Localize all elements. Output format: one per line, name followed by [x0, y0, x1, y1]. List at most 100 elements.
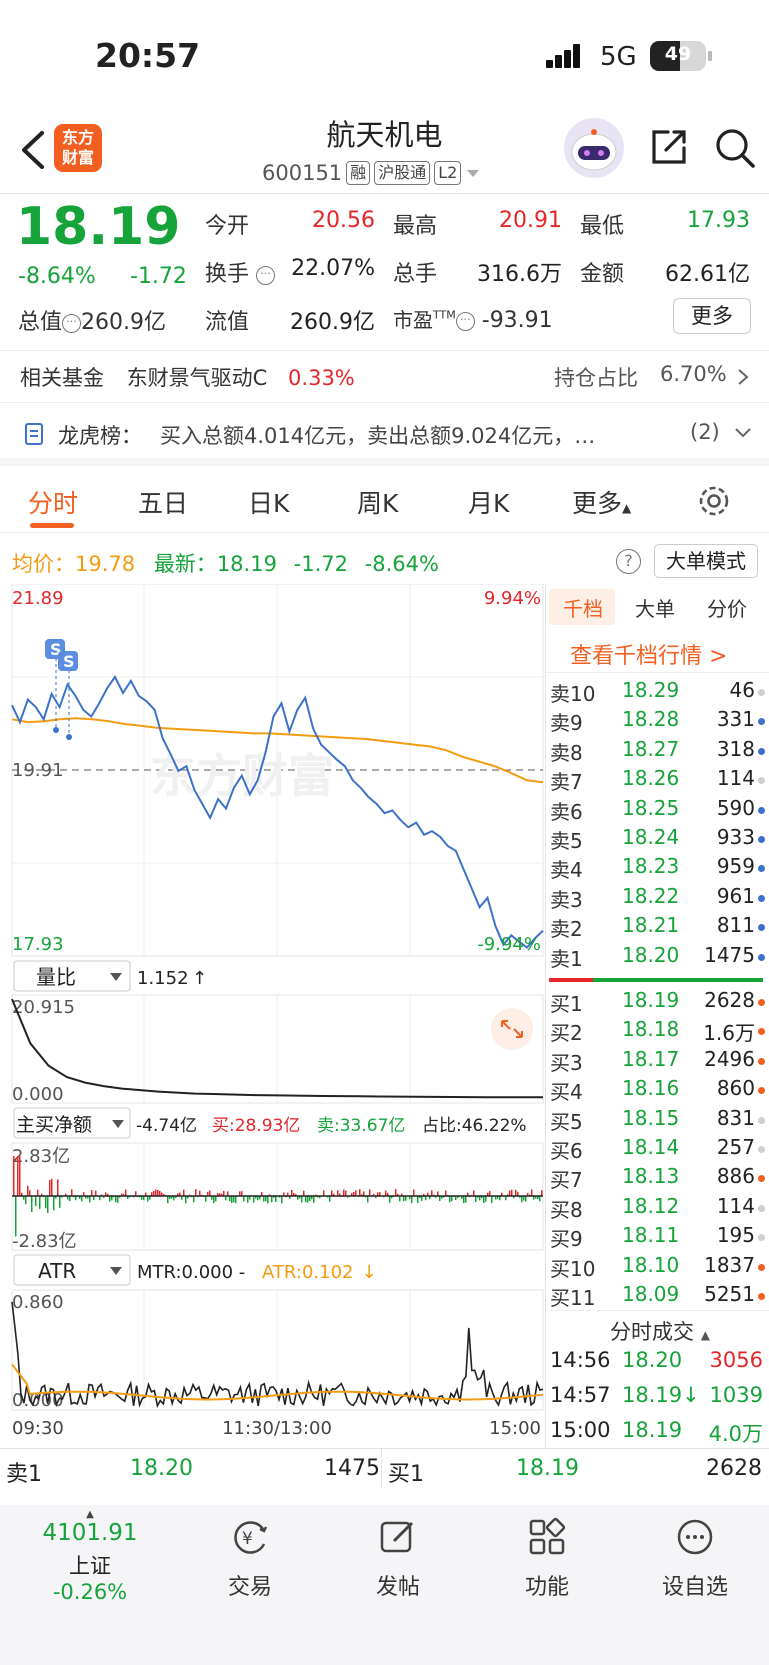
dragon-tiger-row[interactable]: 龙虎榜： 买入总额4.014亿元，卖出总额9.024亿元，… (2)	[20, 420, 755, 450]
more-button[interactable]: 更多	[673, 298, 751, 334]
nav-index-quote[interactable]: ▲ 4101.91 上证 -0.26%	[30, 1505, 150, 1604]
expand-icon[interactable]	[491, 1008, 533, 1050]
orderbook-row[interactable]: 买5 18.15 831	[550, 1106, 765, 1135]
net-buy-bar	[411, 1196, 413, 1204]
net-buy-bar	[465, 1196, 467, 1203]
x-mid-label: 11:30/13:00	[222, 1418, 332, 1439]
net-buy-bar	[195, 1189, 197, 1197]
avg-price-row: 均价：19.78 最新：18.19 -1.72 -8.64%	[12, 552, 439, 576]
net-buy-bar	[199, 1190, 201, 1197]
chevron-down-icon	[735, 428, 751, 438]
tab-monthly-k[interactable]: 月K	[468, 489, 510, 518]
net-buy-bar	[311, 1196, 313, 1200]
net-buy-bar	[489, 1191, 491, 1197]
orderbook-row[interactable]: 买7 18.13 886	[550, 1164, 765, 1193]
net-buy-bar	[217, 1193, 219, 1197]
stock-code-row[interactable]: 600151 融 沪股通 L2	[262, 158, 481, 188]
tab-price-distribution[interactable]: 分价	[707, 597, 747, 621]
net-buy-bar	[79, 1196, 81, 1199]
level-price: 18.11	[622, 1223, 680, 1248]
net-buy-bar	[275, 1196, 277, 1202]
help-icon[interactable]: ?	[616, 549, 641, 574]
net-buy-bar	[107, 1193, 109, 1197]
orderbook-row[interactable]: 买10 18.10 1837	[550, 1253, 765, 1282]
net-buy-bar	[143, 1196, 145, 1201]
big-order-mode-button[interactable]: 大单模式	[654, 544, 758, 578]
orderbook-row[interactable]: 卖1 18.20 1475	[550, 943, 765, 972]
level-volume: 1837	[704, 1252, 755, 1277]
volume-ratio-selector[interactable]	[13, 960, 131, 992]
orderbook-row[interactable]: 卖8 18.27 318	[550, 737, 765, 766]
low-label: 最低	[580, 214, 625, 239]
level-label: 卖5	[550, 829, 583, 853]
orderbook-row[interactable]: 卖2 18.21 811	[550, 913, 765, 942]
related-fund-row[interactable]: 相关基金 东财景气驱动C 0.33% 持仓占比 6.70%	[20, 362, 755, 392]
orderbook-row[interactable]: 买6 18.14 257	[550, 1135, 765, 1164]
level-volume: 5251	[704, 1282, 755, 1306]
view-thousand-level-link[interactable]: 查看千档行情 >	[570, 644, 728, 669]
net-buy-bar	[495, 1196, 497, 1200]
settings-gear-icon[interactable]	[696, 483, 732, 519]
tab-more[interactable]: 更多▲	[572, 489, 632, 518]
nav-trade[interactable]: ¥ 交易	[190, 1505, 310, 1601]
orderbook-row[interactable]: 买4 18.16 860	[550, 1076, 765, 1105]
orderbook-row[interactable]: 卖6 18.25 590	[550, 796, 765, 825]
orderbook-row[interactable]: 买11 18.09 5251	[550, 1282, 765, 1311]
net-buy-bar	[525, 1196, 527, 1202]
search-icon[interactable]	[713, 126, 757, 170]
divider	[0, 402, 769, 403]
share-icon[interactable]	[648, 126, 690, 168]
net-buy-bar	[333, 1193, 335, 1197]
dropdown-arrow-icon	[110, 1267, 122, 1275]
net-buy-value: -4.74亿	[136, 1116, 197, 1136]
net-buy-bar	[303, 1190, 305, 1197]
orderbook-row[interactable]: 卖5 18.24 933	[550, 825, 765, 854]
back-icon[interactable]	[14, 125, 54, 175]
volume-ratio-title: 量比	[36, 965, 76, 989]
tick-trades-title[interactable]: 分时成交 ▲	[610, 1320, 710, 1344]
orderbook-row[interactable]: 买8 18.12 114	[550, 1194, 765, 1223]
assistant-robot-icon[interactable]	[564, 118, 624, 178]
sell-markers[interactable]: S S	[45, 639, 78, 740]
nav-post[interactable]: 发帖	[338, 1505, 458, 1601]
tab-intraday[interactable]: 分时	[28, 489, 79, 518]
net-buy-bar	[323, 1190, 325, 1197]
tab-five-day[interactable]: 五日	[138, 489, 189, 518]
tab-big-order[interactable]: 大单	[635, 597, 675, 621]
nav-functions[interactable]: 功能	[487, 1505, 607, 1601]
level-label: 卖8	[550, 740, 583, 765]
orderbook-row[interactable]: 买9 18.11 195	[550, 1223, 765, 1252]
atr-max-label: 0.860	[12, 1292, 64, 1313]
intraday-chart[interactable]: 东方财富 S S 21.89 19.91 17.93 9.94% -9.94% …	[0, 584, 546, 1450]
orderbook-row[interactable]: 卖3 18.22 961	[550, 884, 765, 913]
orderbook-row[interactable]: 卖7 18.26 114	[550, 766, 765, 795]
net-buy-bar	[69, 1196, 71, 1202]
net-buy-bar	[59, 1196, 61, 1208]
net-buy-bar	[477, 1196, 479, 1198]
tab-weekly-k[interactable]: 周K	[357, 489, 399, 518]
atr-selector[interactable]	[13, 1254, 131, 1286]
orderbook-row[interactable]: 卖4 18.23 959	[550, 854, 765, 883]
net-buy-bar	[343, 1189, 345, 1197]
net-buy-bar	[533, 1196, 535, 1200]
tab-daily-k[interactable]: 日K	[248, 489, 290, 518]
net-buy-bar	[117, 1196, 119, 1203]
orderbook-row[interactable]: 买3 18.17 2496	[550, 1047, 765, 1076]
net-buy-bar	[431, 1190, 433, 1197]
orderbook-row[interactable]: 卖10 18.29 46	[550, 678, 765, 707]
net-buy-bar	[267, 1196, 269, 1204]
tab-thousand-level[interactable]: 千档	[563, 597, 603, 621]
nav-add-watchlist[interactable]: 设自选	[635, 1505, 755, 1601]
net-buy-bar	[31, 1196, 33, 1212]
level-price: 18.23	[622, 854, 680, 879]
net-buy-selector[interactable]	[13, 1107, 131, 1139]
net-buy-bar	[193, 1196, 195, 1203]
info-icon: ···	[256, 266, 276, 285]
orderbook-row[interactable]: 卖9 18.28 331	[550, 707, 765, 736]
functions-grid-icon	[529, 1517, 566, 1555]
net-buy-bar	[265, 1196, 267, 1202]
level-volume: 46	[729, 678, 755, 702]
level-dot	[758, 953, 765, 961]
orderbook-row[interactable]: 买2 18.18 1.6万	[550, 1017, 765, 1046]
orderbook-row[interactable]: 买1 18.19 2628	[550, 988, 765, 1017]
